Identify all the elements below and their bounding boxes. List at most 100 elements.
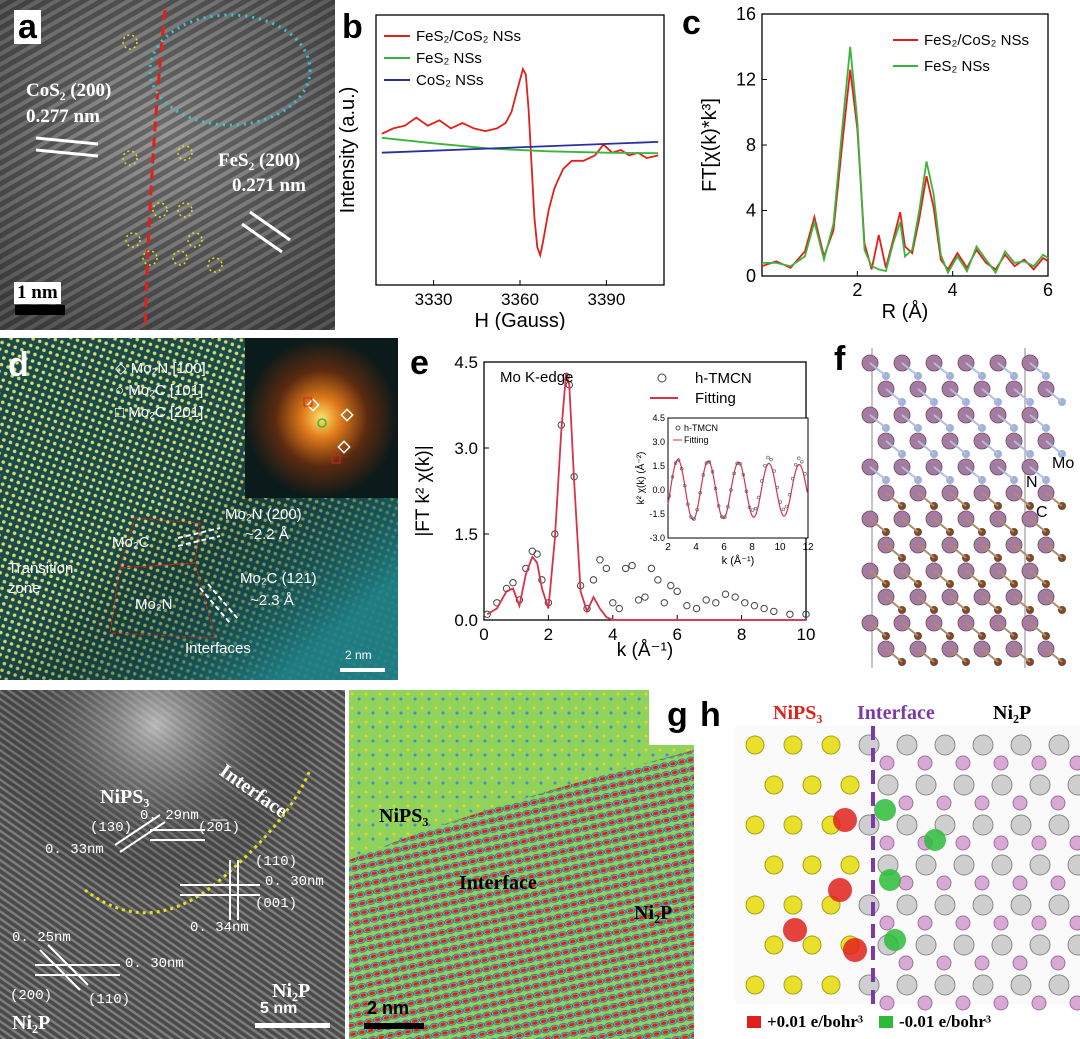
inset-data-point	[667, 494, 672, 498]
mo2n-200-label: Mo₂N (200)	[225, 506, 302, 523]
x-tick-label: 2	[852, 280, 862, 300]
bond	[1029, 570, 1047, 585]
inset-data-point	[803, 472, 807, 476]
ni-atom	[896, 894, 918, 916]
y-axis-label: FT[χ(k)*k³]	[699, 98, 721, 192]
inset-x-tick: 8	[749, 542, 755, 553]
scale-bar-label-g-left: 5 nm	[260, 1000, 298, 1017]
legend-mo2c-201: □ Mo₂C [201]	[115, 404, 204, 421]
ni-atom	[1048, 734, 1070, 756]
ni-atom	[1067, 934, 1080, 956]
ni-atom	[934, 974, 956, 996]
nips3-label-left: NiPS₃	[100, 786, 150, 808]
panel-e: 0 2 4 6 8 10 0.0 1.5 3.0 4.5 k (Å⁻¹) |FT k² χ(k)| Mo…	[400, 338, 830, 680]
data-point	[683, 601, 691, 610]
legend-label: Fitting	[695, 390, 736, 407]
x-axis-label: R (Å)	[882, 300, 929, 323]
inset-x-tick: 6	[721, 542, 727, 553]
bond	[997, 570, 1015, 585]
inset-data-point	[790, 476, 795, 481]
ni-atom	[915, 854, 937, 876]
inset-y-tick: -3.0	[649, 533, 665, 543]
inset-data-point	[720, 515, 724, 519]
s-atom	[783, 895, 803, 915]
panel-b: 3330 3360 3390 H (Gauss) Intensity (a.u.) FeS…	[336, 0, 676, 330]
series-line	[381, 66, 659, 259]
ni-atom	[896, 734, 918, 756]
charge-depletion	[874, 799, 896, 821]
bond	[869, 622, 887, 637]
nips3-label-i: NiPS₃	[773, 702, 823, 724]
bond	[1029, 362, 1047, 377]
ni-atom	[915, 934, 937, 956]
defect-ellipse	[148, 13, 312, 127]
ni-atom	[858, 894, 880, 916]
inset-y-label: k² χ(k) (Å⁻²)	[634, 452, 647, 505]
x-axis-label: H (Gauss)	[474, 310, 565, 330]
inset-data-point	[760, 479, 764, 483]
ni-atom	[1029, 774, 1051, 796]
s-atom	[802, 935, 822, 955]
legend-mo2c-101: ○ Mo₂C [101]	[115, 382, 204, 399]
legend-negative: -0.01 e/bohr³	[879, 1012, 991, 1032]
p-atom	[993, 835, 1009, 851]
bond	[949, 440, 967, 455]
bond	[901, 570, 919, 585]
s-atom	[783, 975, 803, 995]
y-tick-label: 0.0	[454, 611, 478, 630]
x-tick-label: 3330	[415, 290, 453, 309]
p-atom	[917, 995, 933, 1011]
y-tick-label: 0	[746, 266, 756, 286]
p-atom	[955, 915, 971, 931]
p-atom	[974, 955, 990, 971]
ni-atom	[1067, 774, 1080, 796]
series-line	[381, 136, 659, 155]
data-point	[522, 564, 530, 573]
transition-label: Transition	[8, 560, 74, 577]
fes2-spacing: 0.271 nm	[232, 175, 306, 196]
panel-c-label: c	[682, 4, 701, 42]
c-atom-label: C	[1036, 504, 1048, 521]
data-point	[660, 599, 669, 607]
bond	[981, 648, 999, 663]
mo-atom-label: Mo	[1052, 455, 1075, 472]
bond	[997, 622, 1015, 637]
inset-data-point	[787, 493, 792, 497]
bond	[901, 622, 919, 637]
bond	[981, 440, 999, 455]
spacing-033: 0. 33nm	[45, 842, 104, 858]
x-tick-label: 8	[737, 625, 746, 644]
x-tick-label: 6	[672, 625, 681, 644]
p-atom	[1050, 955, 1066, 971]
inset-fit-line	[667, 459, 808, 521]
inset-data-point	[732, 471, 736, 476]
ni-atom	[915, 774, 937, 796]
data-point	[641, 593, 649, 601]
inset-data-point	[716, 504, 721, 508]
ni-atom	[934, 734, 956, 756]
legend-positive: +0.01 e/bohr³	[747, 1012, 863, 1032]
bond	[933, 570, 951, 585]
inset-data-point	[800, 460, 804, 464]
plane-110-a: (110)	[255, 854, 298, 870]
p-atom	[879, 995, 895, 1011]
inset-data-point	[744, 489, 749, 494]
inset-data-point	[692, 517, 696, 521]
x-tick-label: 10	[797, 625, 816, 644]
inset-data-point	[680, 467, 684, 471]
ni-atom	[896, 814, 918, 836]
inset-data-point	[797, 456, 801, 460]
panel-h-label: h	[700, 696, 721, 734]
spacing-034: 0. 34nm	[190, 920, 249, 936]
chart-title: Mo K-edge	[500, 369, 573, 386]
inset-data-point	[707, 460, 712, 464]
s-atom	[783, 735, 803, 755]
bond	[933, 414, 951, 429]
bond	[901, 414, 919, 429]
inset-data-point	[710, 470, 715, 474]
bond	[981, 596, 999, 611]
inset-data-point	[753, 506, 758, 511]
inset-data-point	[738, 462, 742, 466]
panel-d-micrograph	[0, 338, 398, 680]
chart-b: 3330 3360 3390 H (Gauss) Intensity (a.u.) FeS…	[337, 14, 665, 330]
